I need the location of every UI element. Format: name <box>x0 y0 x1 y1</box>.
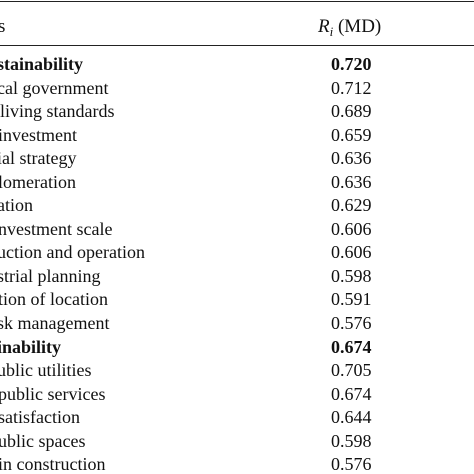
row-value: 0.576 <box>331 454 372 474</box>
row-label: investment <box>0 124 77 145</box>
row-label: lomeration <box>0 171 76 192</box>
row-value: 0.629 <box>331 195 372 216</box>
table-row: living standards 0.689 <box>0 100 474 124</box>
row-value: 0.689 <box>331 101 372 122</box>
row-label: ial strategy <box>0 148 77 169</box>
table-body: stainability 0.720 cal government 0.712 … <box>0 53 474 474</box>
row-value: 0.720 <box>331 54 372 74</box>
row-label: nvestment scale <box>0 218 113 239</box>
table-row: tion of location 0.591 <box>0 288 474 312</box>
header-unit: (MD) <box>333 16 382 37</box>
header-value-column: Ri (MD) <box>318 16 382 39</box>
table-row: ial strategy 0.636 <box>0 147 474 171</box>
row-label: stainability <box>0 54 84 74</box>
table-row: strial planning 0.598 <box>0 265 474 289</box>
row-label: strial planning <box>0 265 101 286</box>
row-value: 0.659 <box>331 124 372 145</box>
table-row: uction and operation 0.606 <box>0 241 474 265</box>
table-row: stainability 0.720 <box>0 53 474 77</box>
row-value: 0.598 <box>331 430 372 451</box>
table-row: lomeration 0.636 <box>0 171 474 195</box>
row-label: ublic utilities <box>0 360 92 381</box>
row-label: ublic spaces <box>0 430 86 451</box>
row-value: 0.598 <box>331 265 372 286</box>
table-row: ublic utilities 0.705 <box>0 359 474 383</box>
row-value: 0.606 <box>331 242 372 263</box>
row-value: 0.674 <box>331 383 372 404</box>
row-value: 0.712 <box>331 77 372 98</box>
table-row: satisfaction 0.644 <box>0 406 474 430</box>
row-label: cal government <box>0 77 109 98</box>
table-row: investment 0.659 <box>0 124 474 148</box>
row-value: 0.636 <box>331 148 372 169</box>
row-label: public services <box>0 383 106 404</box>
row-label: sk management <box>0 313 110 334</box>
table-header-rule <box>0 45 474 46</box>
table-row: public services 0.674 <box>0 383 474 407</box>
table-row: inability 0.674 <box>0 336 474 360</box>
header-indicator-column: s <box>0 16 6 37</box>
row-label: ation <box>0 195 33 216</box>
table-row: cal government 0.712 <box>0 77 474 101</box>
row-label: in construction <box>0 454 106 474</box>
row-label: inability <box>0 336 62 357</box>
row-value: 0.591 <box>331 289 372 310</box>
table-row: ublic spaces 0.598 <box>0 430 474 454</box>
row-label: living standards <box>0 101 115 122</box>
row-value: 0.674 <box>331 336 372 357</box>
table-row: in construction 0.576 <box>0 453 474 474</box>
table-row: ation 0.629 <box>0 194 474 218</box>
table-header-row: s Ri (MD) <box>0 16 474 40</box>
row-label: satisfaction <box>0 407 80 428</box>
table-row: nvestment scale 0.606 <box>0 218 474 242</box>
row-value: 0.606 <box>331 218 372 239</box>
row-value: 0.644 <box>331 407 372 428</box>
row-value: 0.705 <box>331 360 372 381</box>
row-value: 0.636 <box>331 171 372 192</box>
table-row: sk management 0.576 <box>0 312 474 336</box>
header-subscript: i <box>329 24 334 39</box>
row-label: tion of location <box>0 289 108 310</box>
row-label: uction and operation <box>0 242 145 263</box>
table-top-rule <box>0 1 474 2</box>
row-value: 0.576 <box>331 313 372 334</box>
header-symbol: R <box>318 16 330 37</box>
